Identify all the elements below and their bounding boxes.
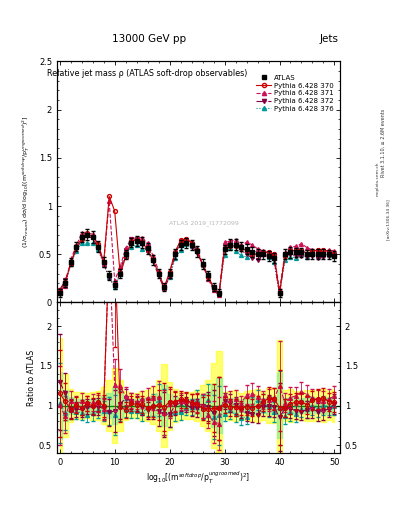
Y-axis label: Ratio to ATLAS: Ratio to ATLAS bbox=[27, 350, 36, 406]
Text: Relative jet mass ρ (ATLAS soft-drop observables): Relative jet mass ρ (ATLAS soft-drop obs… bbox=[47, 69, 248, 78]
Text: ATLAS 2019_I1772099: ATLAS 2019_I1772099 bbox=[169, 220, 239, 226]
Legend: ATLAS, Pythia 6.428 370, Pythia 6.428 371, Pythia 6.428 372, Pythia 6.428 376: ATLAS, Pythia 6.428 370, Pythia 6.428 37… bbox=[253, 72, 336, 115]
Text: 13000 GeV pp: 13000 GeV pp bbox=[112, 33, 186, 44]
Text: mcplots.cern.ch: mcplots.cern.ch bbox=[376, 162, 380, 197]
X-axis label: log$_{10}$[(m$^{soft drop}$/p$_T^{ungroomed}$)$^2$]: log$_{10}$[(m$^{soft drop}$/p$_T^{ungroo… bbox=[146, 470, 251, 486]
Text: Jets: Jets bbox=[320, 33, 339, 44]
Text: [arXiv:1306.34 36]: [arXiv:1306.34 36] bbox=[386, 200, 390, 241]
Y-axis label: (1/σ$_{resum}$) dσ/d log$_{10}$[(m$^{soft drop}$/p$_T^{ungroomed}$)$^2$]: (1/σ$_{resum}$) dσ/d log$_{10}$[(m$^{sof… bbox=[20, 116, 31, 248]
Text: Rivet 3.1.10, ≥ 2.6M events: Rivet 3.1.10, ≥ 2.6M events bbox=[381, 109, 386, 178]
